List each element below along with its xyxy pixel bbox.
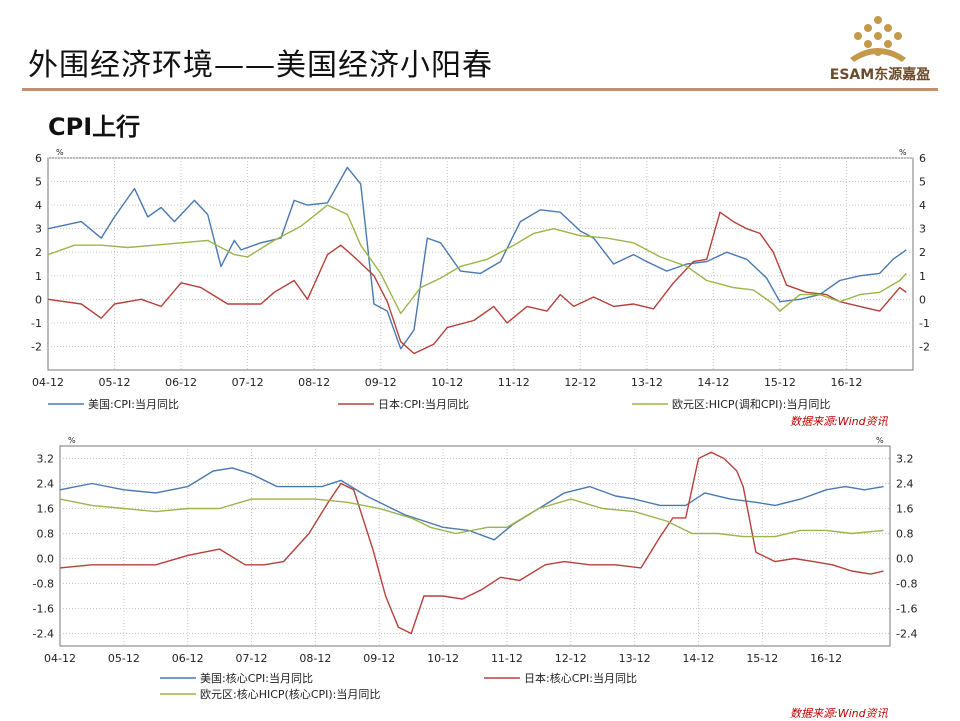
x-tick-label: 04-12 [32,376,64,389]
y-tick-label-left: 3 [35,223,42,236]
x-tick-label: 12-12 [555,652,587,665]
series-line-2 [47,204,907,315]
y-tick-label-right: 0 [919,293,926,306]
x-tick-label: 08-12 [299,652,331,665]
x-tick-label: 07-12 [236,652,268,665]
y-tick-label-left: 6 [35,152,42,165]
y-tick-label-left: 4 [35,199,42,212]
x-tick-label: 10-12 [431,376,463,389]
y-tick-label-left: 5 [35,176,42,189]
legend-label-2: 欧元区:HICP(调和CPI):当月同比 [672,397,830,411]
x-tick-label: 14-12 [682,652,714,665]
x-tick-label: 15-12 [764,376,796,389]
y-tick-label-left: 0 [35,293,42,306]
y-tick-label-left: -2.4 [33,628,54,641]
x-tick-label: 07-12 [232,376,264,389]
y-tick-label-left: 1.6 [37,503,55,516]
y-tick-label-right: 2.4 [896,478,914,491]
x-tick-label: 14-12 [697,376,729,389]
y-tick-label-right: 1 [919,270,926,283]
y-tick-label-right: 5 [919,176,926,189]
y-tick-label-left: -1 [31,317,42,330]
us-jp-eu-cpi-chart: -2 -2 -1 -1 0 0 1 1 2 2 3 3 4 4 5 5 6 6% % 04-12 05-12 06-12 0… [31,148,930,411]
y-tick-label-right: 3.2 [896,453,914,466]
x-tick-label: 13-12 [619,652,651,665]
y-tick-label-left: 3.2 [37,453,55,466]
y-tick-label-right: 0.8 [896,528,914,541]
series-line-0 [59,467,884,541]
x-tick-label: 15-12 [746,652,778,665]
x-tick-label: 05-12 [108,652,140,665]
plot-frame [59,445,891,647]
x-tick-label: 11-12 [491,652,523,665]
y-tick-label-right: -1.6 [896,603,917,616]
plot-frame [47,157,914,371]
y-tick-label-right: 3 [919,223,926,236]
x-tick-label: 09-12 [363,652,395,665]
y-tick-label-right: -0.8 [896,578,917,591]
y-tick-label-right: -2 [919,340,930,353]
x-tick-label: 10-12 [427,652,459,665]
x-tick-label: 09-12 [365,376,397,389]
chart2-source-note: 数据来源:Wind资讯 [790,707,888,720]
y-tick-label-right: 6 [919,152,926,165]
company-logo-icon [850,16,906,62]
legend-label-1: 日本:核心CPI:当月同比 [524,671,637,685]
x-tick-label: 04-12 [44,652,76,665]
x-tick-label: 16-12 [810,652,842,665]
y-tick-label-right: -1 [919,317,930,330]
y-unit-label-left: % [56,148,64,157]
chart1-source-note: 数据来源:Wind资讯 [790,415,888,428]
x-tick-label: 12-12 [564,376,596,389]
page-subtitle: CPI上行 [48,113,141,141]
series-line-0 [47,166,907,350]
x-tick-label: 06-12 [165,376,197,389]
series-line-1 [47,211,907,355]
y-tick-label-left: -2 [31,340,42,353]
y-tick-label-right: 2 [919,246,926,259]
x-tick-label: 05-12 [99,376,131,389]
y-tick-label-left: -0.8 [33,578,54,591]
y-tick-label-left: 2 [35,246,42,259]
legend-label-1: 日本:CPI:当月同比 [378,397,469,411]
y-tick-label-right: 0.0 [896,553,914,566]
legend-label-0: 美国:CPI:当月同比 [88,397,179,411]
x-tick-label: 16-12 [830,376,862,389]
y-tick-label-right: -2.4 [896,628,917,641]
y-tick-label-left: 1 [35,270,42,283]
legend-label-0: 美国:核心CPI:当月同比 [200,671,313,685]
y-tick-label-right: 1.6 [896,503,914,516]
core-cpi-chart: -2.4 -2.4 -1.6 -1.6 -0.8 -0.8 0.0 0.0 0.8 0.8 1.6 1… [33,436,918,701]
y-tick-label-left: 0.0 [37,553,55,566]
title-divider [22,88,938,91]
y-unit-label-right: % [876,436,884,445]
y-unit-label-right: % [899,148,907,157]
series-line-2 [59,498,884,538]
x-tick-label: 06-12 [172,652,204,665]
x-tick-label: 08-12 [298,376,330,389]
y-tick-label-left: 2.4 [37,478,55,491]
x-tick-label: 13-12 [631,376,663,389]
legend-label-2: 欧元区:核心HICP(核心CPI):当月同比 [200,687,380,701]
y-tick-label-right: 4 [919,199,926,212]
y-tick-label-left: 0.8 [37,528,55,541]
page-title: 外围经济环境——美国经济小阳春 [28,48,493,83]
y-tick-label-left: -1.6 [33,603,54,616]
x-tick-label: 11-12 [498,376,530,389]
y-unit-label-left: % [68,436,76,445]
series-line-1 [59,451,884,635]
company-logo-text: ESAM东源嘉盈 [829,67,931,83]
